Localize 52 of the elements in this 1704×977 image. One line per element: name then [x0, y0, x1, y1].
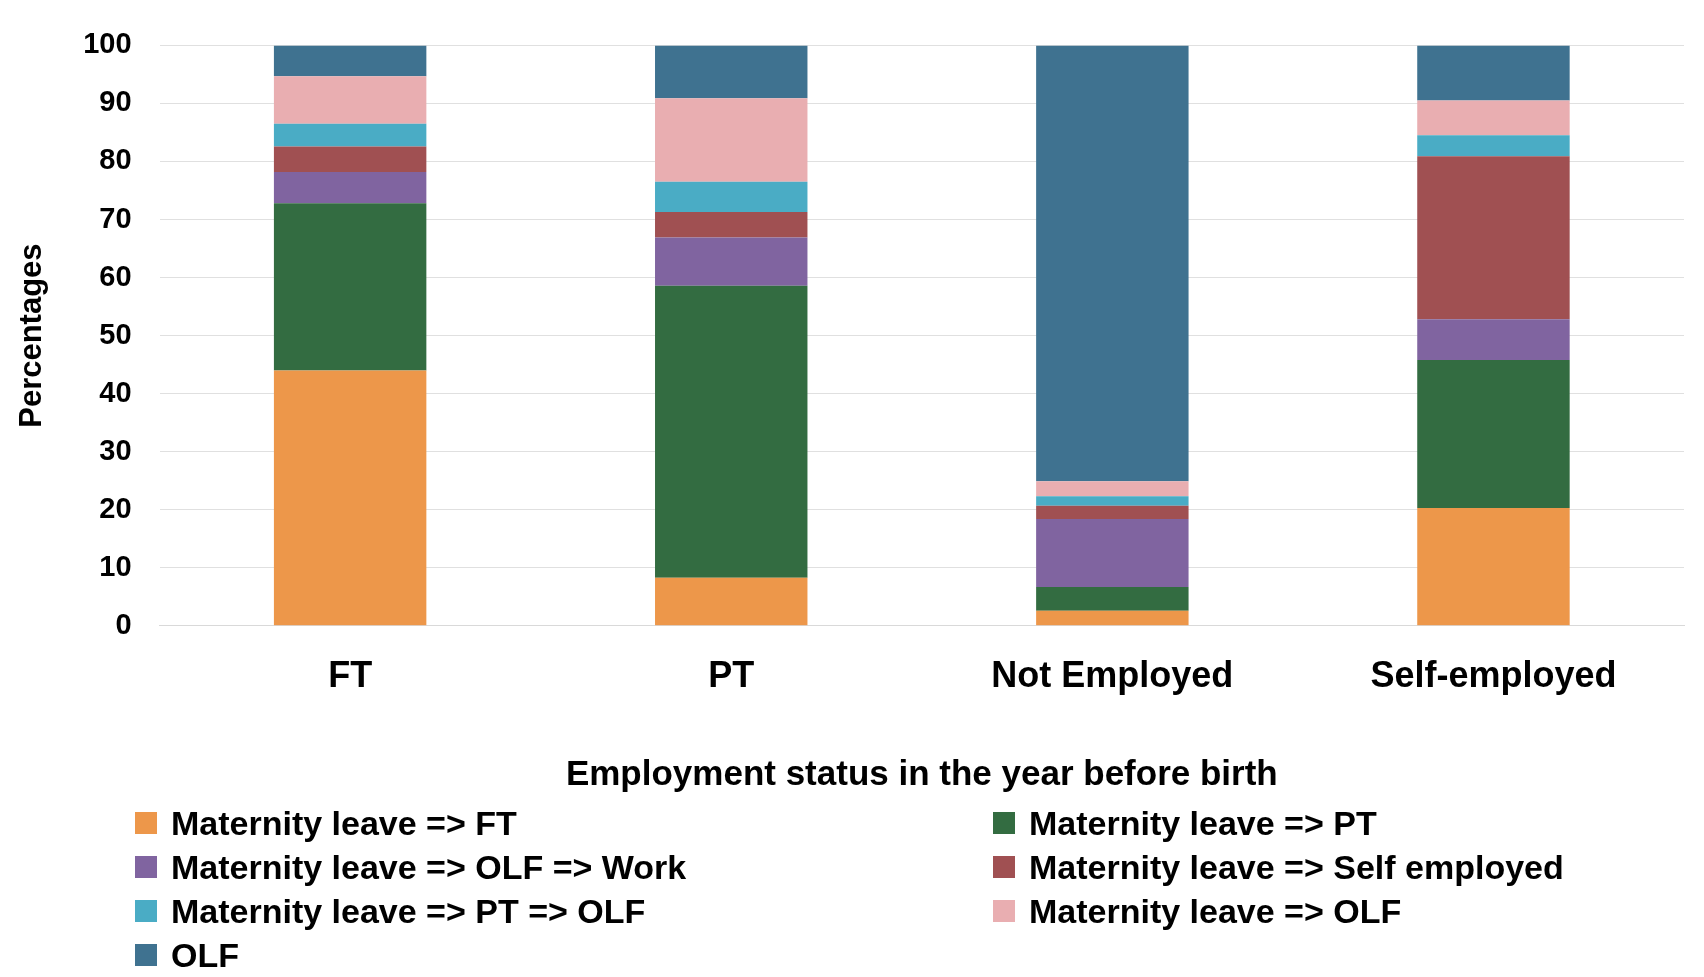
y-axis-title: Percentages [13, 243, 49, 428]
bar [655, 211, 808, 238]
legend-label: Maternity leave => PT [1029, 803, 1377, 843]
y-tick-label: 70 [99, 201, 132, 234]
y-tick-label: 0 [115, 607, 132, 640]
bar [273, 146, 427, 172]
bar [1417, 359, 1570, 508]
bar [655, 577, 808, 626]
x-tick-label: Self-employed [1370, 654, 1617, 696]
bar [1417, 135, 1570, 157]
x-tick-label: FT [328, 654, 373, 696]
bar [1036, 519, 1189, 587]
legend-label: Maternity leave => PT => OLF [171, 891, 646, 931]
bar [1036, 496, 1189, 506]
y-tick-label: 40 [99, 375, 132, 408]
bar [1036, 481, 1189, 497]
bar [655, 45, 808, 99]
y-tick-label: 80 [99, 143, 132, 176]
bar [1417, 319, 1570, 360]
y-tick-label: 30 [99, 433, 132, 466]
bar [1417, 156, 1570, 320]
bar [1036, 610, 1189, 626]
bar [273, 203, 427, 371]
legend-label: Maternity leave => FT [171, 803, 517, 843]
legend-label: Maternity leave => OLF => Work [171, 847, 687, 887]
bar [273, 370, 427, 626]
legend-label: Maternity leave => Self employed [1029, 847, 1564, 887]
bar [1417, 45, 1570, 101]
legend-label: OLF [171, 935, 239, 975]
bar [655, 285, 808, 578]
y-tick-label: 100 [83, 27, 132, 60]
bar [273, 171, 427, 204]
y-tick-label: 10 [99, 549, 132, 582]
bar [1036, 586, 1189, 611]
legend-label: Maternity leave => OLF [1029, 891, 1402, 931]
bar [273, 45, 427, 77]
y-tick-label: 90 [99, 85, 132, 118]
bar [655, 98, 808, 182]
y-tick-label: 60 [99, 259, 132, 292]
y-tick-label: 20 [99, 491, 132, 524]
bar [1036, 45, 1189, 482]
x-axis-title: Employment status in the year before birth [565, 752, 1278, 792]
bar [273, 76, 427, 124]
bar [1417, 100, 1570, 136]
x-tick-label: Not Employed [991, 654, 1234, 696]
bar [655, 181, 808, 212]
bar [1417, 507, 1570, 626]
y-tick-label: 50 [99, 317, 132, 350]
bar [655, 237, 808, 286]
bar [273, 123, 427, 147]
bar [1036, 505, 1189, 520]
x-tick-label: PT [708, 654, 755, 696]
